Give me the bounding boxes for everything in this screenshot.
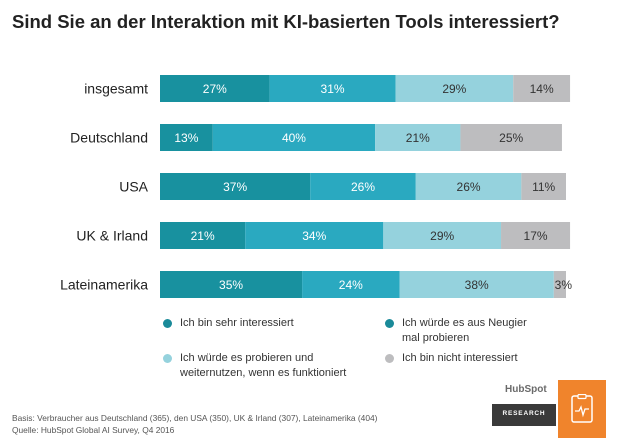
- bar-segment: [521, 173, 566, 200]
- data-label: 17%: [524, 229, 548, 243]
- bar-segment: [399, 271, 554, 298]
- bar-segment: [160, 124, 213, 151]
- legend-dot-icon: [163, 354, 172, 363]
- legend-label: weiternutzen, wenn es funktioniert: [180, 367, 347, 379]
- data-label: 11%: [532, 180, 555, 194]
- data-label: 24%: [339, 278, 363, 292]
- data-label: 31%: [321, 82, 345, 96]
- data-label: 38%: [465, 278, 489, 292]
- bar-segment: [160, 271, 303, 298]
- bar-segment: [310, 173, 416, 200]
- brand-accent-box: [558, 380, 606, 438]
- category-label: Deutschland: [70, 130, 148, 146]
- bar-segment: [553, 271, 566, 298]
- bar-segment: [160, 222, 246, 249]
- legend-dot-icon: [385, 354, 394, 363]
- data-label: 21%: [406, 131, 430, 145]
- data-label: 37%: [223, 180, 247, 194]
- legend-label: Ich bin sehr interessiert: [180, 317, 294, 329]
- data-label: 21%: [191, 229, 215, 243]
- legend-label: Ich würde es probieren und: [180, 352, 314, 364]
- data-label: 14%: [530, 82, 554, 96]
- bar-segment: [302, 271, 400, 298]
- category-label: UK & Irland: [76, 228, 148, 244]
- data-label: 34%: [302, 229, 326, 243]
- bar-segment: [383, 222, 502, 249]
- legend-dot-icon: [163, 319, 172, 328]
- bar-segment: [513, 75, 571, 102]
- data-label: 25%: [499, 131, 523, 145]
- data-label: 35%: [219, 278, 243, 292]
- bar-segment: [212, 124, 376, 151]
- research-badge: RESEARCH: [492, 404, 556, 426]
- bar-segment: [160, 75, 270, 102]
- bar-segment: [375, 124, 461, 151]
- legend-label: mal probieren: [402, 332, 470, 344]
- category-label: insgesamt: [84, 81, 148, 97]
- research-label: RESEARCH: [502, 410, 546, 417]
- bar-segment: [245, 222, 384, 249]
- data-label: 27%: [203, 82, 227, 96]
- bar-segment: [395, 75, 514, 102]
- bar-segment: [160, 173, 311, 200]
- hubspot-logo: HubSpot: [505, 384, 547, 395]
- data-label: 26%: [351, 180, 375, 194]
- data-label: 29%: [430, 229, 454, 243]
- document-icon: [571, 394, 593, 423]
- bar-segment: [501, 222, 571, 249]
- chart-title: Sind Sie an der Interaktion mit KI-basie…: [12, 11, 560, 32]
- footnote-basis: Basis: Verbraucher aus Deutschland (365)…: [12, 413, 378, 423]
- data-label: 3%: [555, 278, 573, 292]
- category-label: USA: [119, 179, 148, 195]
- bar-segment: [269, 75, 396, 102]
- bar-segment: [415, 173, 522, 200]
- legend-label: Ich würde es aus Neugier: [402, 317, 527, 329]
- bar-segment: [460, 124, 562, 151]
- data-label: 40%: [282, 131, 306, 145]
- legend-label: Ich bin nicht interessiert: [402, 352, 518, 364]
- data-label: 13%: [174, 131, 198, 145]
- data-label: 26%: [457, 180, 481, 194]
- category-label: Lateinamerika: [60, 277, 148, 293]
- data-label: 29%: [442, 82, 466, 96]
- legend-dot-icon: [385, 319, 394, 328]
- footnote-source: Quelle: HubSpot Global AI Survey, Q4 201…: [12, 425, 175, 435]
